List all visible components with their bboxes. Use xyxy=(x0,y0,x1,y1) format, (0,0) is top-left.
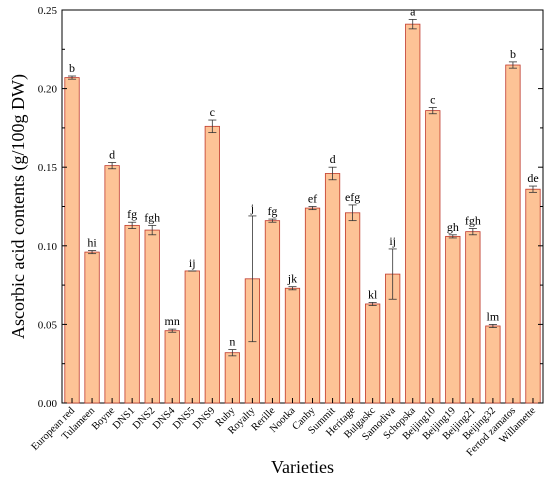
x-tick-label: DNS5 xyxy=(171,405,197,431)
bar xyxy=(344,212,361,404)
x-axis-ticks: European redTulameenBoyneDNS1DNS2DNS4DNS… xyxy=(30,398,538,459)
significance-letter: ef xyxy=(308,192,317,206)
bar xyxy=(324,173,341,404)
x-tick-label: DNS2 xyxy=(131,405,157,431)
y-tick-label: 0.15 xyxy=(38,162,58,174)
significance-letter: ij xyxy=(189,256,196,270)
significance-letter: d xyxy=(109,147,115,161)
bar xyxy=(204,125,220,404)
y-axis-title: Ascorbic acid contents (g/100g DW) xyxy=(8,74,29,339)
bars-group xyxy=(64,23,541,404)
bar xyxy=(465,231,481,404)
significance-letter: fg xyxy=(127,207,137,221)
bar xyxy=(144,229,160,404)
significance-letter: j xyxy=(250,201,254,215)
x-tick-label: DNS1 xyxy=(111,405,137,431)
bar xyxy=(485,325,501,404)
significance-letter: gh xyxy=(447,220,459,234)
significance-letter: b xyxy=(510,47,516,61)
y-tick-label: 0.25 xyxy=(38,5,58,17)
y-tick-label: 0.05 xyxy=(38,319,58,331)
bar xyxy=(525,188,541,404)
significance-letter: hi xyxy=(87,236,97,250)
y-tick-label: 0.00 xyxy=(38,398,58,410)
bar xyxy=(224,352,240,404)
y-tick-label: 0.10 xyxy=(38,241,58,253)
bar xyxy=(64,77,80,404)
significance-letter: fgh xyxy=(465,214,481,228)
significance-letter: c xyxy=(210,105,215,119)
bar xyxy=(84,251,100,404)
bar xyxy=(405,23,421,404)
error-bars-group xyxy=(67,19,538,357)
bar xyxy=(164,330,180,404)
significance-letter: kl xyxy=(368,287,378,301)
bar xyxy=(184,270,200,404)
bar xyxy=(445,235,461,404)
x-tick-label: DNS9 xyxy=(191,405,217,431)
significance-letter: jk xyxy=(287,272,297,286)
bar xyxy=(505,64,521,404)
x-tick-label: Boyne xyxy=(90,405,117,432)
y-tick-label: 0.20 xyxy=(38,84,58,96)
significance-letter: efg xyxy=(345,190,360,204)
significance-letter: fgh xyxy=(144,210,160,224)
significance-letter: lm xyxy=(487,309,500,323)
significance-letter: de xyxy=(527,171,538,185)
x-axis-title: Varieties xyxy=(271,457,334,477)
y-axis-ticks: 0.00 0.05 0.10 0.15 0.20 0.25 xyxy=(38,5,543,410)
significance-letter: fg xyxy=(267,204,277,218)
bar xyxy=(304,207,321,404)
significance-letter: ij xyxy=(389,234,396,248)
significance-letter: a xyxy=(410,4,416,18)
significance-letter: b xyxy=(69,61,75,75)
bar xyxy=(264,220,281,404)
bar xyxy=(365,303,381,404)
bar xyxy=(425,110,441,404)
bar xyxy=(104,165,120,404)
significance-letter: c xyxy=(430,92,435,106)
bar xyxy=(124,224,140,404)
significance-letter: mn xyxy=(165,314,180,328)
bar xyxy=(284,287,301,404)
significance-letter: n xyxy=(229,335,235,349)
significance-letter: d xyxy=(330,152,336,166)
